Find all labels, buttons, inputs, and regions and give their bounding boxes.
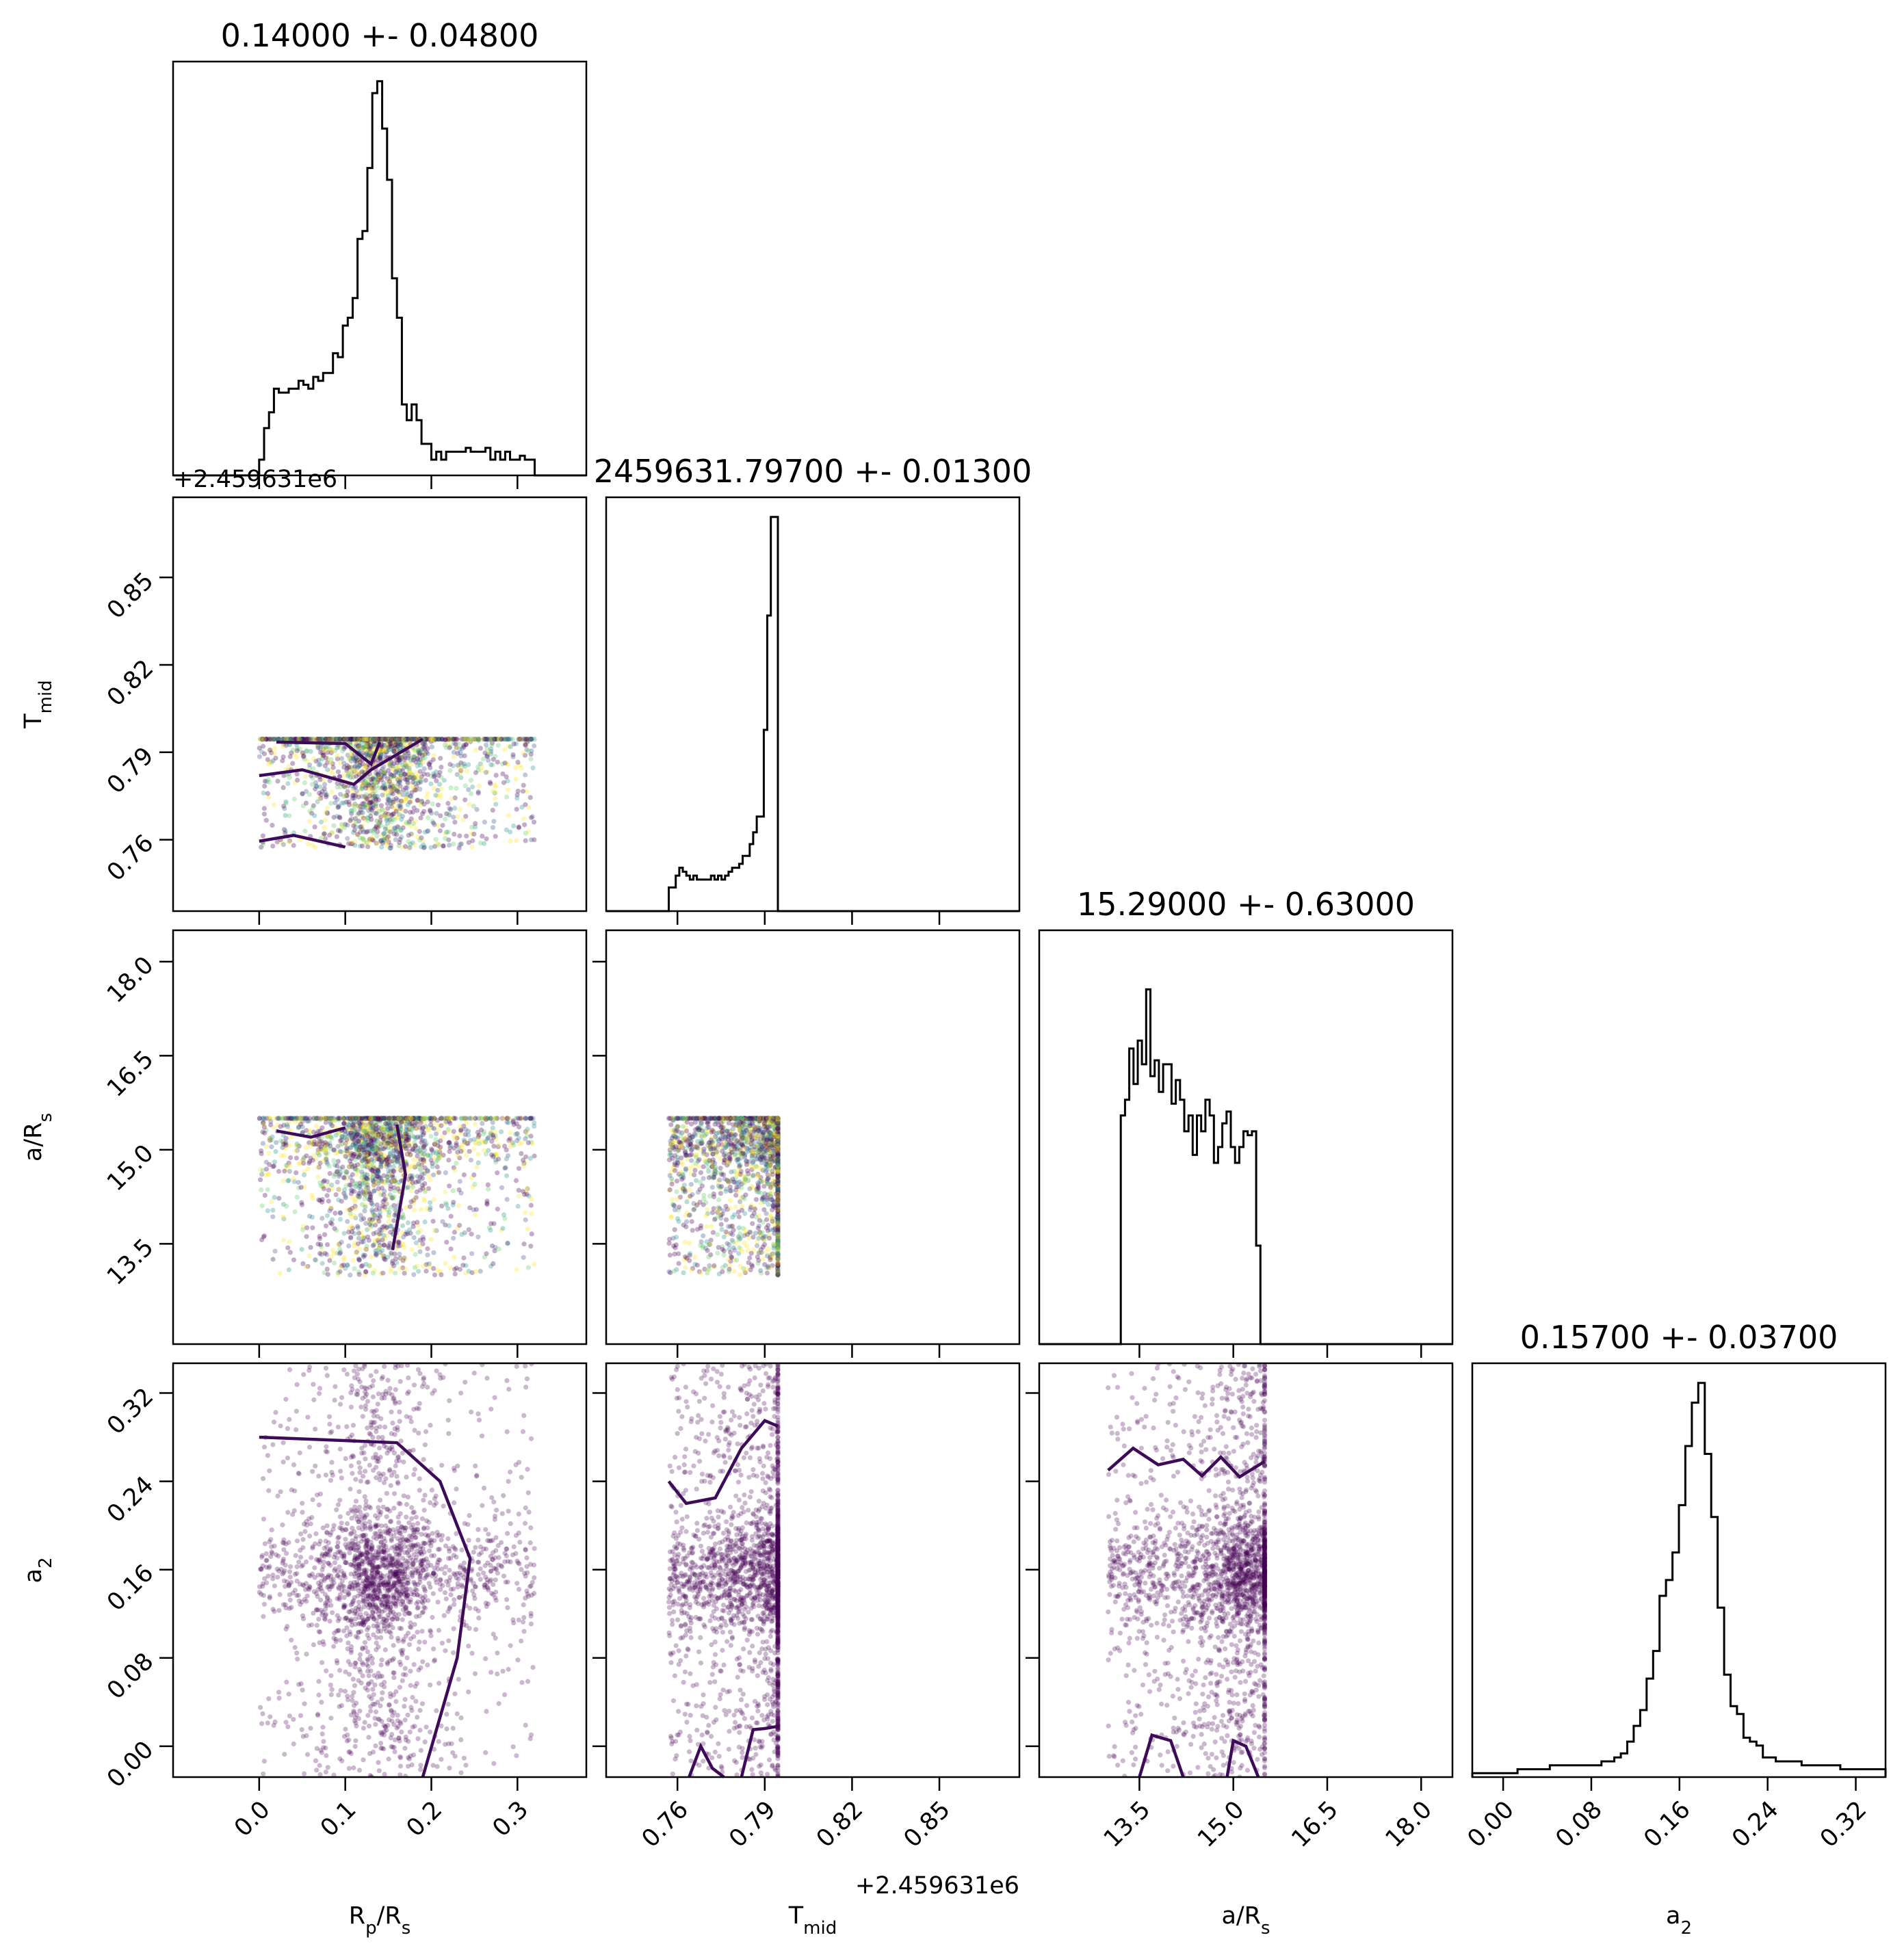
ytick-label-ars: 13.5 [102,1233,159,1290]
xtick-label-a2: 0.24 [1727,1796,1784,1853]
histogram-ars [1039,988,1452,1345]
panel-frame-2-1 [605,929,1021,1345]
title-ars: 15.29000 +- 0.63000 [1077,886,1415,923]
xtick-label-a2: 0.00 [1463,1796,1520,1853]
histogram-a2 [1471,1382,1887,1777]
contour-a2-ars-upper [1107,1446,1266,1480]
ytick-label-ars: 18.0 [102,951,159,1008]
contour-layer [259,737,1266,1778]
xtick-label-tmid: 0.82 [811,1796,868,1853]
contour-a2-tmid-lower-2 [740,1724,779,1778]
title-rp: 0.14000 +- 0.04800 [221,17,539,54]
xtick-label-ars: 15.0 [1192,1796,1249,1853]
contour-tmid-rp-1 [259,737,424,787]
ylabel-ars: a/Rs [20,1113,56,1161]
contour-a2-tmid-upper [667,1419,779,1506]
scatter-panel-a2-vs-ars [1106,1363,1268,1777]
scatter-panel-ars-vs-tmid [666,1116,781,1278]
ytick-label-a2: 0.00 [102,1736,159,1793]
contour-tmid-rp-2 [259,833,346,849]
panel-frame-0-0 [172,60,588,477]
scatter-layer [257,737,1268,1777]
xtick-label-tmid: 0.85 [899,1796,956,1853]
xtick-label-a2: 0.32 [1815,1796,1872,1853]
panel-frame-1-1 [605,496,1021,912]
contour-a2-rp [259,1435,472,1778]
xlabel-rp: Rp/Rs [349,1902,411,1939]
ytick-label-a2: 0.16 [102,1560,159,1616]
ytick-label-tmid: 0.82 [102,655,159,711]
scatter-panel-ars-vs-rp [257,1116,537,1278]
xtick-label-ars: 16.5 [1286,1796,1343,1853]
xtick-label-rp: 0.1 [315,1796,362,1843]
xtick-label-ars: 18.0 [1381,1796,1437,1853]
histogram-rp [173,80,586,477]
histogram-layer [173,80,1887,1777]
ytick-label-tmid: 0.79 [102,742,159,799]
offset-label-tmid-bottom: +2.459631e6 [855,1872,1019,1900]
ytick-label-ars: 15.0 [102,1140,159,1196]
xtick-label-rp: 0.0 [229,1796,276,1843]
histogram-tmid [606,516,1019,912]
ytick-label-a2: 0.08 [102,1648,159,1705]
xtick-label-rp: 0.2 [402,1796,448,1843]
xtick-label-a2: 0.08 [1550,1796,1607,1853]
scatter-panel-a2-vs-tmid [666,1363,781,1777]
scatter-panel-a2-vs-rp [257,1363,537,1777]
xlabel-a2: a2 [1666,1902,1692,1939]
contour-ars-rp-top [276,1126,346,1139]
panel-frame-2-0 [172,929,588,1345]
contour-a2-ars-lower-1 [1138,1733,1185,1778]
contour-a2-ars-lower-2 [1225,1738,1260,1778]
title-layer: 0.14000 +- 0.04800 2459631.79700 +- 0.013… [221,17,1838,1356]
panel-frames [172,60,1887,1778]
xtick-label-rp: 0.3 [488,1796,534,1843]
xtick-label-tmid: 0.76 [637,1796,694,1853]
contour-a2-tmid-lower-1 [688,1742,725,1778]
xtick-label-ars: 13.5 [1099,1796,1156,1853]
title-tmid: 2459631.79700 +- 0.01300 [594,453,1032,490]
panel-frame-3-3 [1471,1362,1887,1778]
scatter-panel-tmid-vs-rp [257,737,537,851]
offset-label-tmid-left: +2.459631e6 [173,466,337,493]
contour-tmid-rp-3 [276,740,382,767]
title-a2: 0.15700 +- 0.03700 [1520,1319,1838,1356]
panel-frame-1-0 [172,496,588,912]
ytick-label-ars: 16.5 [102,1045,159,1102]
xtick-label-tmid: 0.79 [724,1796,781,1853]
ytick-label-tmid: 0.76 [102,830,159,886]
xlabel-ars: a/Rs [1221,1902,1270,1939]
ytick-label-tmid: 0.85 [102,567,159,624]
ylabel-a2: a2 [20,1558,56,1584]
ylabel-tmid: Tmid [20,680,56,728]
ytick-label-a2: 0.24 [102,1471,159,1528]
xlabel-tmid: Tmid [788,1902,837,1939]
ytick-label-a2: 0.32 [102,1383,159,1440]
xtick-label-a2: 0.16 [1639,1796,1695,1853]
panel-frame-2-2 [1038,929,1454,1345]
axis-label-layer: Rp/Rs Tmid a/Rs a2 Tmid a/Rs a2 [20,680,1692,1939]
contour-ars-rp-right [391,1124,408,1250]
